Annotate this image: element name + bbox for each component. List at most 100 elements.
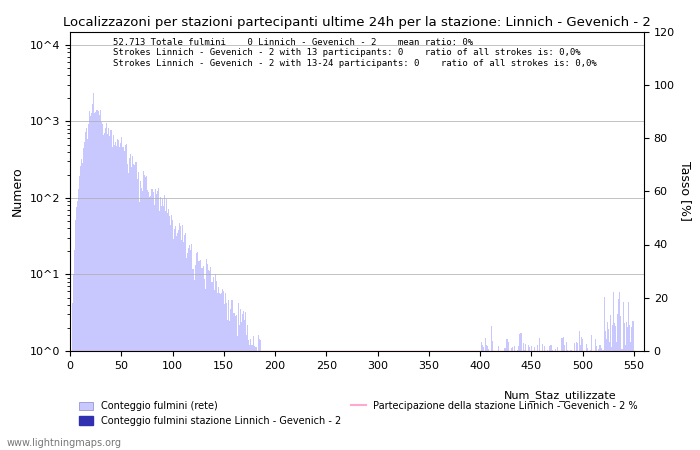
Bar: [94, 113, 95, 450]
Bar: [95, 112, 96, 450]
Bar: [393, 351, 394, 450]
Bar: [605, 331, 606, 450]
Bar: [496, 351, 497, 450]
Bar: [309, 351, 310, 450]
Bar: [575, 351, 576, 450]
Bar: [394, 351, 395, 450]
Bar: [219, 293, 220, 450]
Bar: [500, 351, 501, 450]
Bar: [278, 351, 279, 450]
Bar: [589, 351, 590, 450]
Bar: [96, 110, 97, 450]
Bar: [254, 346, 255, 450]
Bar: [99, 115, 100, 450]
Bar: [556, 351, 557, 450]
Bar: [214, 290, 215, 450]
Bar: [258, 334, 259, 450]
Bar: [380, 351, 381, 450]
Bar: [184, 235, 186, 450]
Bar: [125, 145, 126, 450]
Bar: [82, 163, 83, 450]
Bar: [316, 351, 318, 450]
Bar: [341, 351, 342, 450]
Bar: [490, 351, 491, 450]
Bar: [87, 139, 88, 450]
Bar: [113, 144, 115, 450]
Bar: [286, 351, 287, 450]
Y-axis label: Numero: Numero: [11, 166, 25, 216]
Bar: [321, 351, 323, 450]
Bar: [398, 351, 400, 450]
Bar: [130, 154, 131, 450]
Bar: [448, 351, 449, 450]
Bar: [312, 351, 314, 450]
Bar: [76, 207, 77, 450]
Bar: [538, 351, 539, 450]
Bar: [77, 201, 78, 450]
Bar: [431, 351, 433, 450]
Bar: [251, 345, 252, 450]
Bar: [526, 351, 528, 450]
Bar: [356, 351, 358, 450]
Bar: [239, 310, 241, 450]
Bar: [414, 351, 415, 450]
Bar: [458, 351, 459, 450]
Bar: [131, 167, 132, 450]
Bar: [292, 351, 293, 450]
Bar: [215, 274, 216, 450]
Bar: [595, 339, 596, 450]
Bar: [197, 261, 199, 450]
Bar: [182, 225, 183, 450]
Bar: [598, 349, 599, 450]
Bar: [158, 188, 159, 450]
Bar: [329, 351, 330, 450]
Bar: [570, 350, 572, 450]
Bar: [290, 351, 291, 450]
Bar: [102, 124, 104, 450]
Legend: Conteggio fulmini (rete), Conteggio fulmini stazione Linnich - Gevenich - 2, Par: Conteggio fulmini (rete), Conteggio fulm…: [75, 397, 642, 430]
Bar: [468, 351, 469, 450]
Bar: [127, 164, 128, 450]
Bar: [618, 299, 619, 450]
Bar: [553, 351, 554, 450]
Bar: [362, 351, 363, 450]
Bar: [413, 351, 414, 450]
Bar: [631, 327, 632, 450]
Bar: [209, 270, 210, 450]
Bar: [168, 209, 169, 450]
Bar: [351, 351, 352, 450]
Bar: [395, 351, 396, 450]
Bar: [580, 345, 581, 450]
Bar: [547, 350, 548, 450]
Bar: [449, 351, 450, 450]
Bar: [590, 350, 592, 450]
Bar: [588, 351, 589, 450]
Bar: [288, 351, 289, 450]
Bar: [91, 112, 92, 450]
Bar: [565, 351, 566, 450]
Bar: [503, 351, 504, 450]
Bar: [129, 158, 130, 450]
Bar: [424, 351, 425, 450]
Bar: [98, 111, 99, 450]
Bar: [343, 351, 344, 450]
Bar: [528, 346, 530, 450]
Bar: [444, 351, 446, 450]
Bar: [285, 351, 286, 450]
Bar: [320, 351, 321, 450]
Bar: [358, 351, 360, 450]
Bar: [552, 350, 553, 450]
Bar: [161, 206, 162, 450]
Bar: [628, 302, 629, 450]
Bar: [534, 346, 535, 450]
Bar: [298, 351, 299, 450]
Bar: [564, 346, 565, 450]
Bar: [612, 292, 614, 450]
Bar: [108, 128, 109, 450]
Bar: [249, 345, 250, 450]
Bar: [264, 351, 265, 450]
Bar: [630, 342, 631, 450]
Bar: [502, 351, 503, 450]
Bar: [508, 342, 509, 450]
Bar: [150, 196, 151, 450]
